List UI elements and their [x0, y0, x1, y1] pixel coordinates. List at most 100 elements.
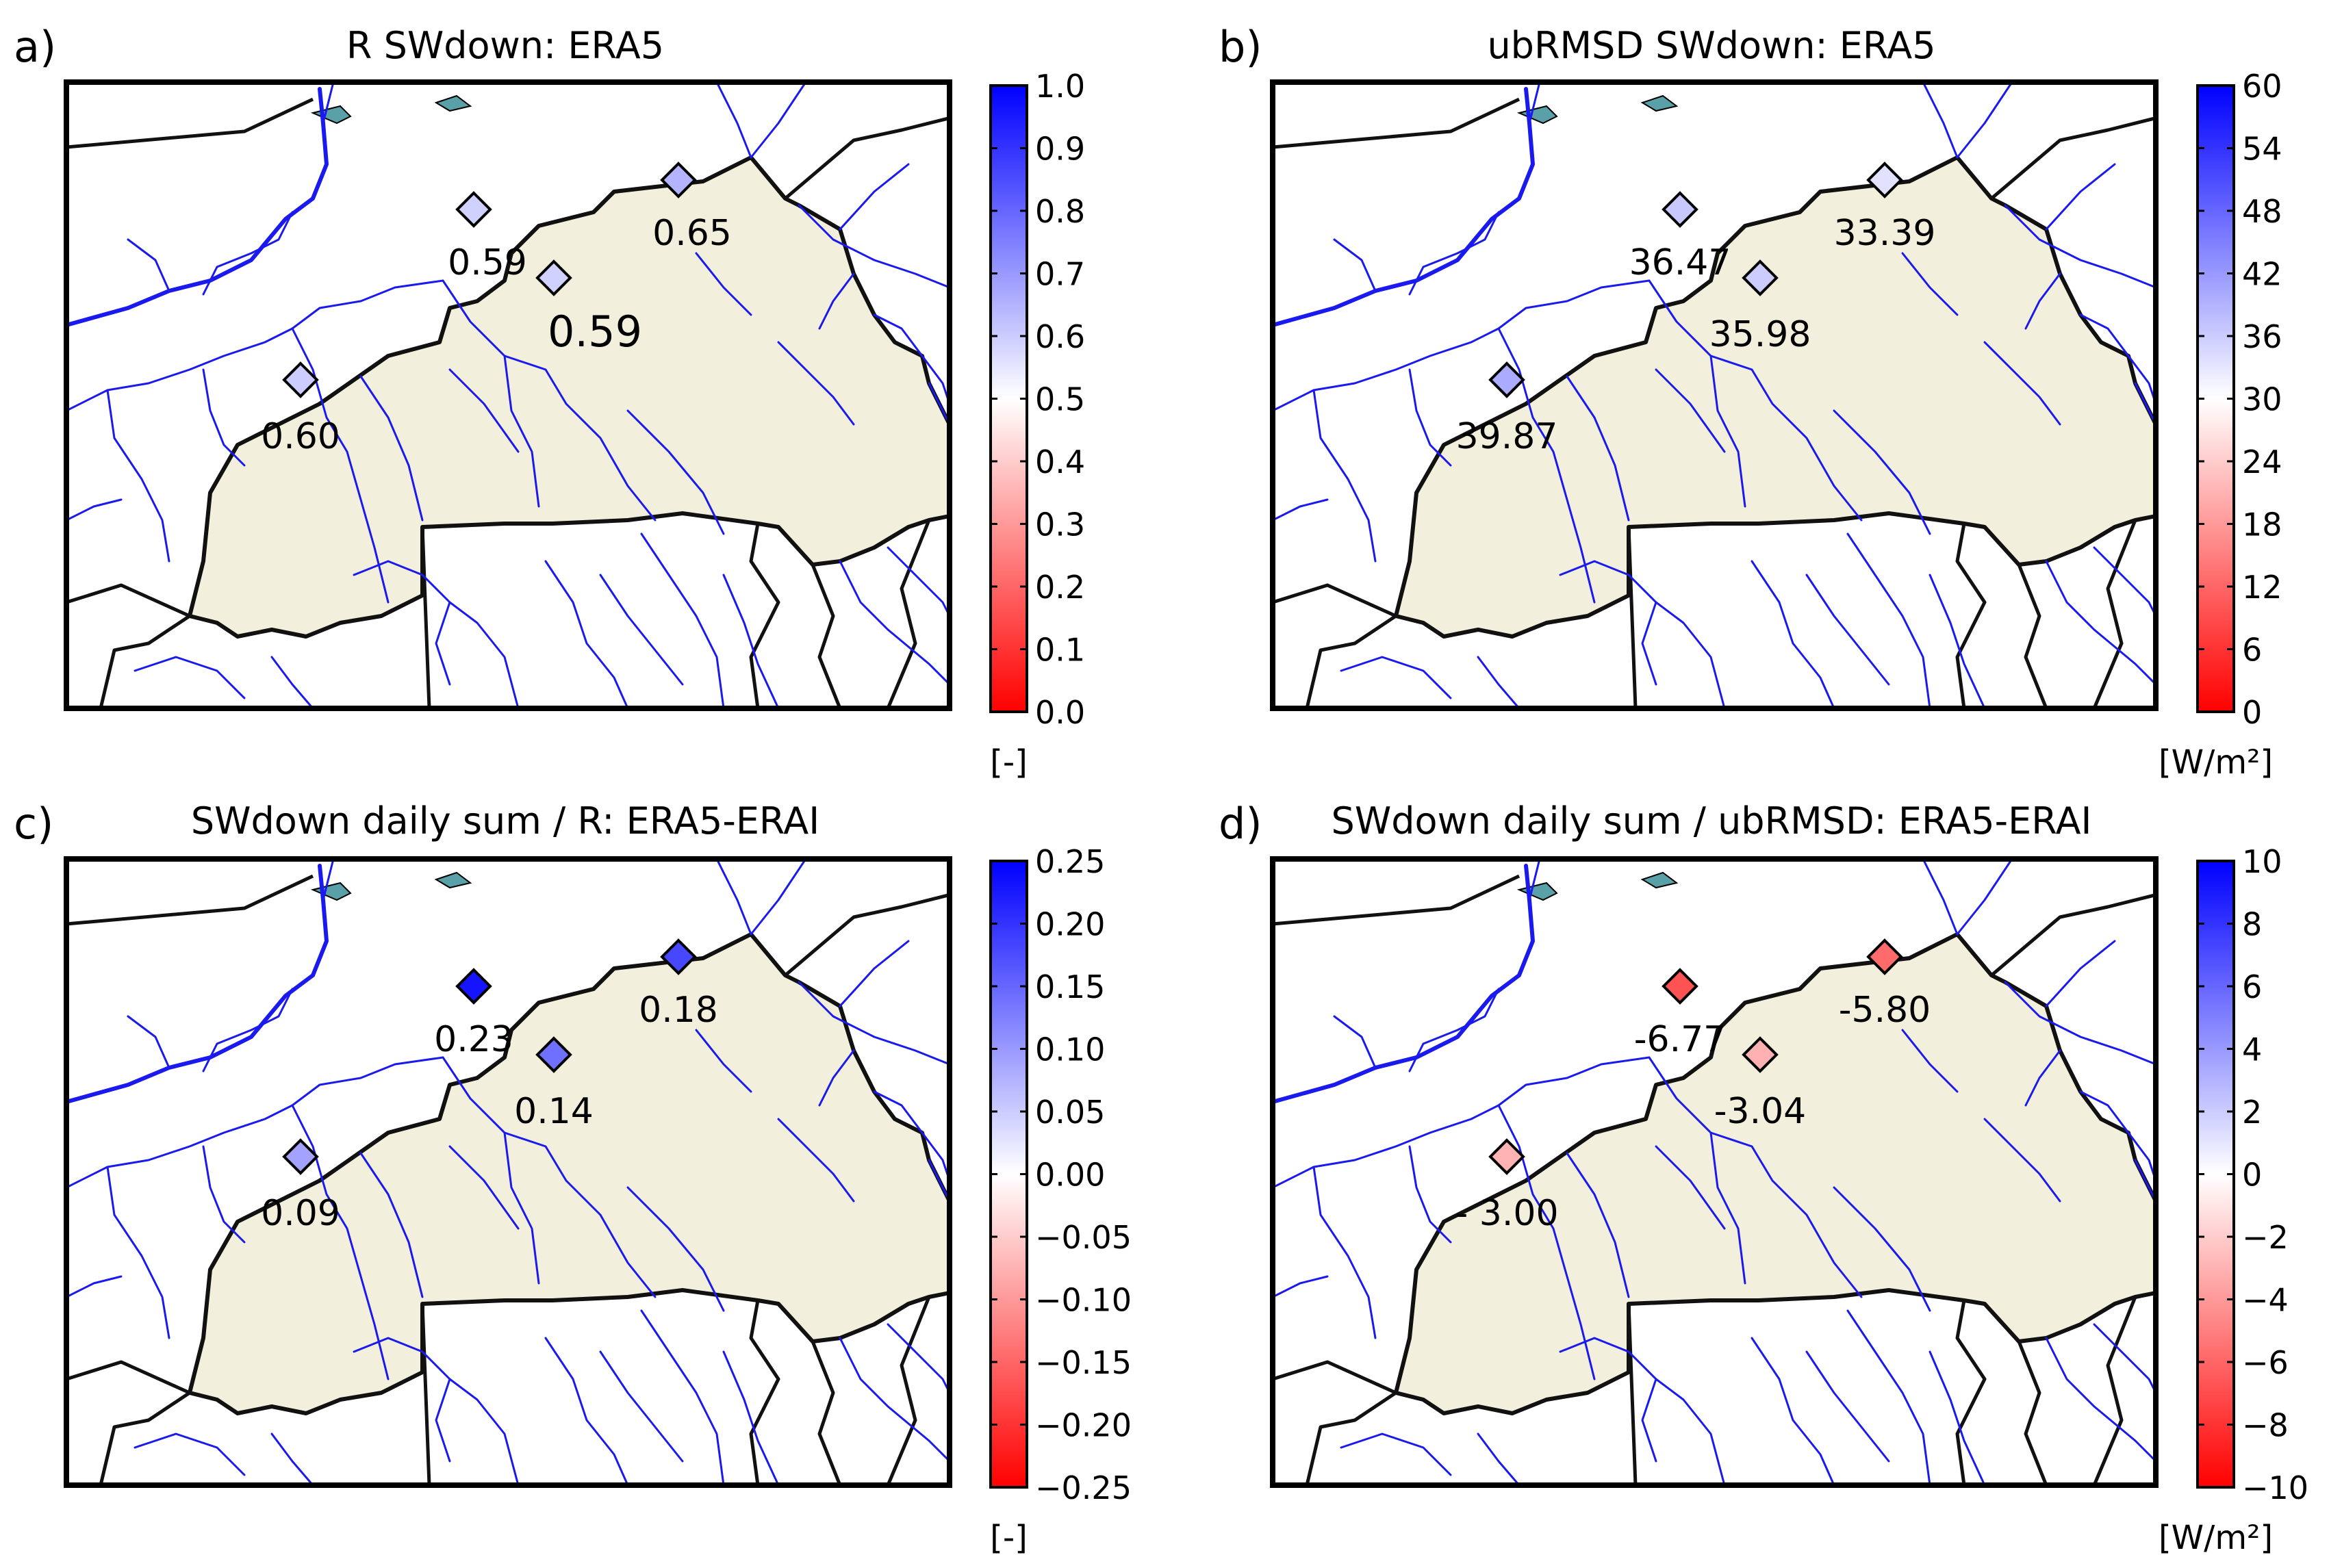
- country-border: [1273, 874, 1520, 926]
- station-marker: [282, 1138, 319, 1175]
- river: [1833, 1186, 1931, 1312]
- country-border: [1955, 1300, 1987, 1485]
- map: [66, 859, 950, 1485]
- station-marker: [1742, 259, 1779, 296]
- river: [818, 272, 855, 330]
- river: [133, 656, 246, 699]
- river: [2079, 313, 2156, 405]
- lake: [1516, 882, 1558, 901]
- country-border: [188, 155, 950, 639]
- colorbar-tick-label: 6: [2242, 632, 2262, 669]
- river: [1477, 656, 1520, 708]
- river: [1273, 864, 1535, 1104]
- country-border: [99, 614, 191, 708]
- colorbar-tick-label: 0.0: [1035, 694, 1085, 731]
- river: [322, 859, 335, 901]
- river: [1273, 279, 1651, 412]
- colorbar-tick-label: 0.15: [1035, 968, 1105, 1005]
- river: [750, 859, 807, 936]
- country-border: [66, 874, 314, 926]
- colorbar-tick-label: −8: [2242, 1407, 2289, 1444]
- colorbar-tick-label: 18: [2242, 506, 2282, 543]
- station-value-label: -5.80: [1839, 990, 1931, 1031]
- colorbar-unit-label: [W/m²]: [2159, 1519, 2273, 1557]
- station-marker: [1488, 1138, 1525, 1175]
- station-value-label: 0.59: [548, 307, 642, 357]
- river: [626, 409, 725, 535]
- river: [435, 1378, 451, 1463]
- river: [1922, 859, 1959, 936]
- river: [887, 1323, 950, 1394]
- river: [839, 940, 910, 1007]
- colorbar-tick-label: 0.20: [1035, 906, 1105, 943]
- river: [1497, 1104, 1596, 1380]
- colorbar-tick-label: −6: [2242, 1344, 2289, 1381]
- river: [2134, 382, 2156, 453]
- river: [873, 313, 950, 405]
- country-fill: [1396, 934, 2156, 1413]
- panel-d: d) SWdown daily sum / ubRMSD: ERA5-ERAI -6…: [1219, 799, 2308, 1557]
- panel-b: b) ubRMSD SWdown: ERA5 36.47 33.39 35.98 39.8…: [1219, 22, 2282, 782]
- panel-title: R SWdown: ERA5: [346, 24, 664, 67]
- country-border: [1990, 116, 2156, 200]
- river: [1340, 656, 1452, 699]
- station-value-label: - 3.00: [1455, 1193, 1558, 1234]
- river: [1497, 327, 1596, 604]
- country-border: [886, 1296, 931, 1485]
- colorbar-tick-label: −10: [2242, 1469, 2308, 1506]
- river: [1641, 1378, 1657, 1463]
- river: [435, 601, 451, 686]
- station-value-label: 36.47: [1629, 242, 1731, 283]
- lake: [1640, 94, 1679, 112]
- river: [544, 560, 629, 708]
- station-value-label: 0.23: [434, 1019, 513, 1060]
- station-marker: [282, 361, 319, 398]
- river: [722, 1350, 780, 1485]
- river: [2024, 1049, 2061, 1107]
- country-border: [811, 1341, 842, 1485]
- country-border: [420, 1303, 431, 1485]
- river: [928, 382, 950, 453]
- river: [1641, 601, 1657, 686]
- station-value-label: 39.87: [1456, 416, 1558, 457]
- river: [839, 1337, 950, 1463]
- country-border: [886, 519, 931, 708]
- river: [839, 560, 950, 686]
- country-border: [749, 523, 780, 708]
- country-border: [1273, 1360, 1397, 1395]
- river: [2045, 560, 2156, 686]
- colorbar-tick-label: 0: [2242, 1157, 2262, 1194]
- colorbar-tick-label: 6: [2242, 968, 2262, 1005]
- river: [715, 859, 752, 936]
- country-border: [1273, 583, 1397, 618]
- colorbar-tick-label: 0.25: [1035, 843, 1105, 880]
- river: [798, 981, 950, 1066]
- colorbar-tick-label: 0.9: [1035, 131, 1085, 168]
- river: [1333, 1015, 1377, 1069]
- colorbar-tick-label: −0.15: [1035, 1344, 1132, 1381]
- river: [1983, 1118, 2061, 1203]
- colorbar-tick-label: 0.3: [1035, 506, 1085, 543]
- panel-label: c): [14, 799, 53, 849]
- map-frame: [64, 856, 952, 1488]
- colorbar-tick-label: 0.2: [1035, 569, 1085, 606]
- map: [66, 82, 950, 708]
- lake: [1640, 871, 1679, 889]
- country-border: [2092, 1296, 2137, 1485]
- station-value-label: 0.65: [652, 213, 732, 254]
- station-marker: [1866, 162, 1903, 198]
- station-marker: [1488, 361, 1525, 398]
- river: [448, 1145, 520, 1230]
- river: [1751, 1337, 1835, 1485]
- colorbar-tick-label: −2: [2242, 1219, 2289, 1256]
- country-border: [811, 564, 842, 708]
- station-value-label: 0.14: [514, 1091, 594, 1132]
- colorbar-tick-label: 30: [2242, 381, 2282, 418]
- map: [1273, 82, 2156, 708]
- country-border: [1955, 523, 1987, 708]
- river: [1273, 87, 1535, 327]
- river: [1312, 389, 1377, 563]
- river: [1273, 1056, 1651, 1189]
- colorbar-unit-label: [-]: [990, 1519, 1028, 1557]
- river: [695, 252, 752, 316]
